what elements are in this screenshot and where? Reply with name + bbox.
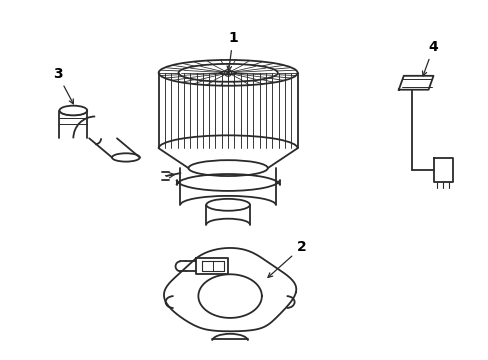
Text: 2: 2 [267,240,306,278]
Text: 1: 1 [226,31,238,71]
Text: 3: 3 [53,67,73,104]
Circle shape [226,71,229,74]
Text: 4: 4 [422,40,438,76]
